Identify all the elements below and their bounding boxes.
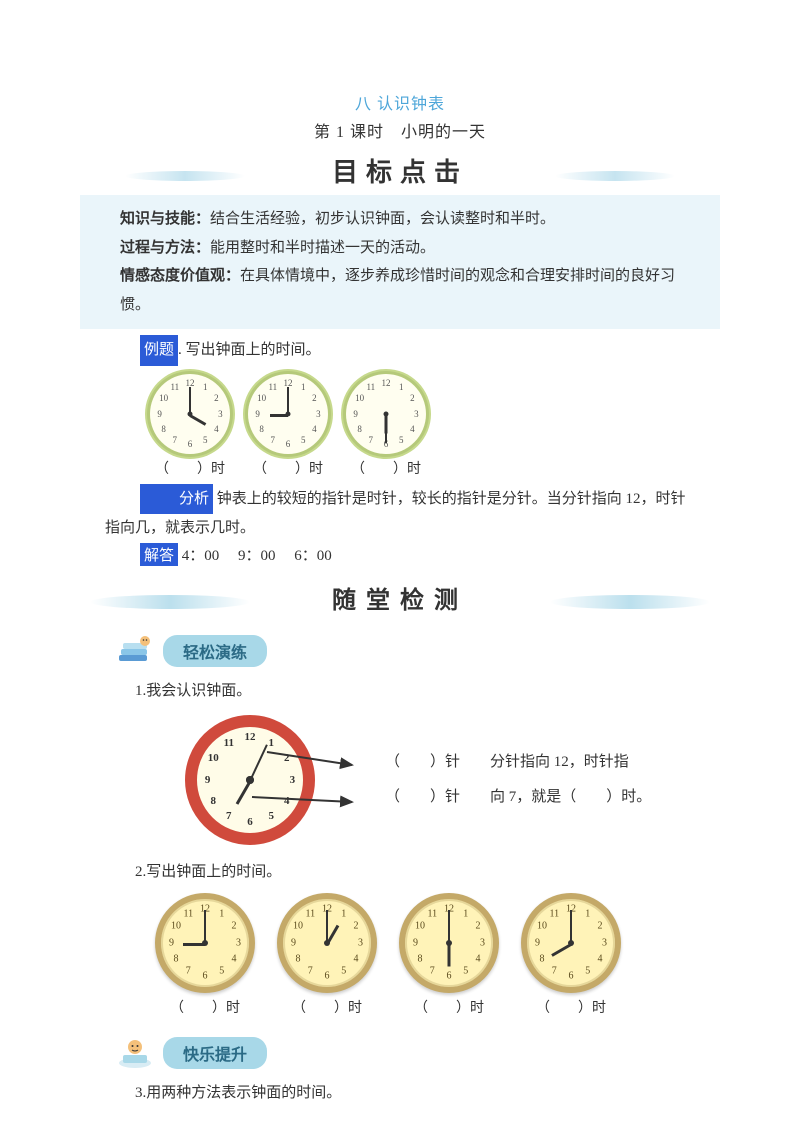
pill-easy: 轻松演练 — [163, 635, 267, 667]
q1-diagram: 123456789101112 （ ）针 分针指向 12，时针指 （ ）针 向 … — [185, 715, 695, 845]
pointer-arrows-icon — [197, 727, 327, 857]
section-advance: 快乐提升 — [115, 1035, 695, 1071]
example-prompt: . 写出钟面上的时间。 — [178, 342, 321, 358]
answer-tag: 解答 — [140, 543, 178, 566]
q1-line2: （ ）针 向 7，就是（ ）时。 — [385, 780, 651, 815]
mascot-books-icon — [115, 633, 157, 669]
analysis-tag: 分析 — [140, 484, 213, 515]
goal2-text: 能用整时和半时描述一天的活动。 — [210, 240, 435, 256]
goal1-text: 结合生活经验，初步认识钟面，会认读整时和半时。 — [210, 211, 555, 227]
banner-goals: 目标点击 — [105, 152, 695, 189]
q1-clock: 123456789101112 — [185, 715, 315, 845]
answer-text: 4：00 9：00 6：00 — [178, 548, 332, 564]
goal3-label: 情感态度价值观： — [120, 268, 240, 284]
goals-box: 知识与技能：结合生活经验，初步认识钟面，会认读整时和半时。 过程与方法：能用整时… — [80, 195, 720, 329]
q3-title: 3.用两种方法表示钟面的时间。 — [135, 1081, 695, 1102]
unit-title: 八 认识钟表 — [105, 90, 695, 114]
lesson-title: 第 1 课时 小明的一天 — [105, 118, 695, 142]
q2-title: 2.写出钟面上的时间。 — [135, 860, 695, 881]
goal1-label: 知识与技能： — [120, 211, 210, 227]
example-clocks: 123456789101112（ ）时123456789101112（ ）时12… — [150, 374, 695, 478]
example-tag: 例题 — [140, 335, 178, 366]
mascot-study-icon — [115, 1035, 157, 1071]
q1-line1: （ ）针 分针指向 12，时针指 — [385, 745, 651, 780]
banner-quiz: 随堂检测 — [105, 580, 695, 615]
pill-advance: 快乐提升 — [163, 1037, 267, 1069]
goal2-label: 过程与方法： — [120, 240, 210, 256]
section-easy: 轻松演练 — [115, 633, 695, 669]
q1-title: 1.我会认识钟面。 — [135, 679, 695, 700]
q2-clocks: 123456789101112（ ）时123456789101112（ ）时12… — [155, 893, 695, 1017]
q1-labels: （ ）针 分针指向 12，时针指 （ ）针 向 7，就是（ ）时。 — [385, 745, 651, 814]
